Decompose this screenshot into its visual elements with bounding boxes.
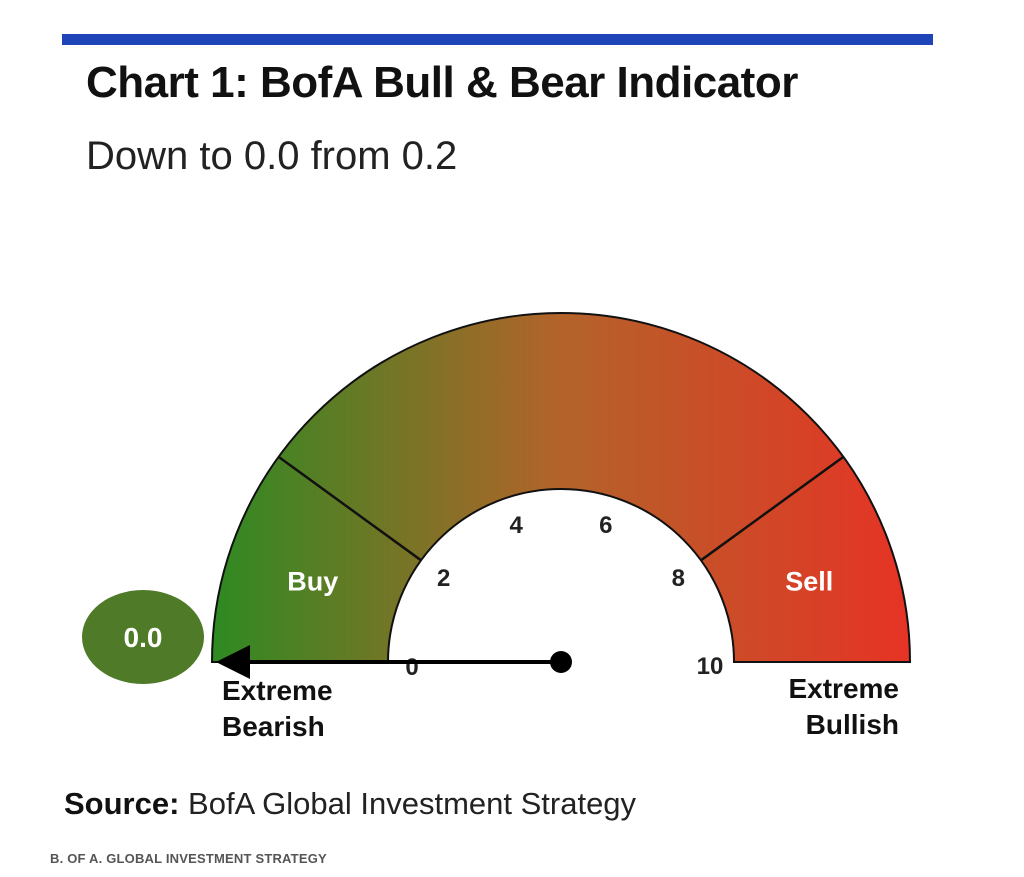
value-label: 0.0 xyxy=(124,622,163,653)
needle xyxy=(216,645,572,679)
buy-zone-divider xyxy=(277,455,422,562)
chart-title: Chart 1: BofA Bull & Bear Indicator xyxy=(86,58,798,107)
gauge-band xyxy=(210,312,912,663)
chart-subtitle: Down to 0.0 from 0.2 xyxy=(86,134,458,178)
top-rule xyxy=(62,34,933,45)
extreme-bullish-label: Extreme Bullish xyxy=(788,673,899,740)
buy-zone-label: Buy xyxy=(287,566,338,596)
source-text: BofA Global Investment Strategy xyxy=(179,786,637,821)
source-label: Source: xyxy=(64,786,180,821)
extreme-bearish-label: Extreme Bearish xyxy=(222,675,333,742)
end-high-line-1: Extreme xyxy=(788,673,899,704)
tick-label-4: 4 xyxy=(510,512,524,539)
value-badge xyxy=(82,590,204,684)
needle-arrowhead xyxy=(216,645,250,679)
image-credit: B. OF A. GLOBAL INVESTMENT STRATEGY xyxy=(50,851,327,866)
tick-label-8: 8 xyxy=(672,565,685,592)
tick-labels: 0 2 4 6 8 10 xyxy=(405,512,723,681)
tick-label-2: 2 xyxy=(437,565,450,592)
tick-label-6: 6 xyxy=(599,512,612,539)
sell-zone-label: Sell xyxy=(785,566,833,596)
end-high-line-2: Bullish xyxy=(806,709,899,740)
end-low-line-2: Bearish xyxy=(222,711,325,742)
end-low-line-1: Extreme xyxy=(222,675,333,706)
sell-zone-divider xyxy=(700,455,845,562)
tick-label-10: 10 xyxy=(697,653,724,680)
needle-hub xyxy=(550,651,572,673)
source-line: Source: BofA Global Investment Strategy xyxy=(64,786,636,822)
tick-label-0: 0 xyxy=(405,654,418,681)
